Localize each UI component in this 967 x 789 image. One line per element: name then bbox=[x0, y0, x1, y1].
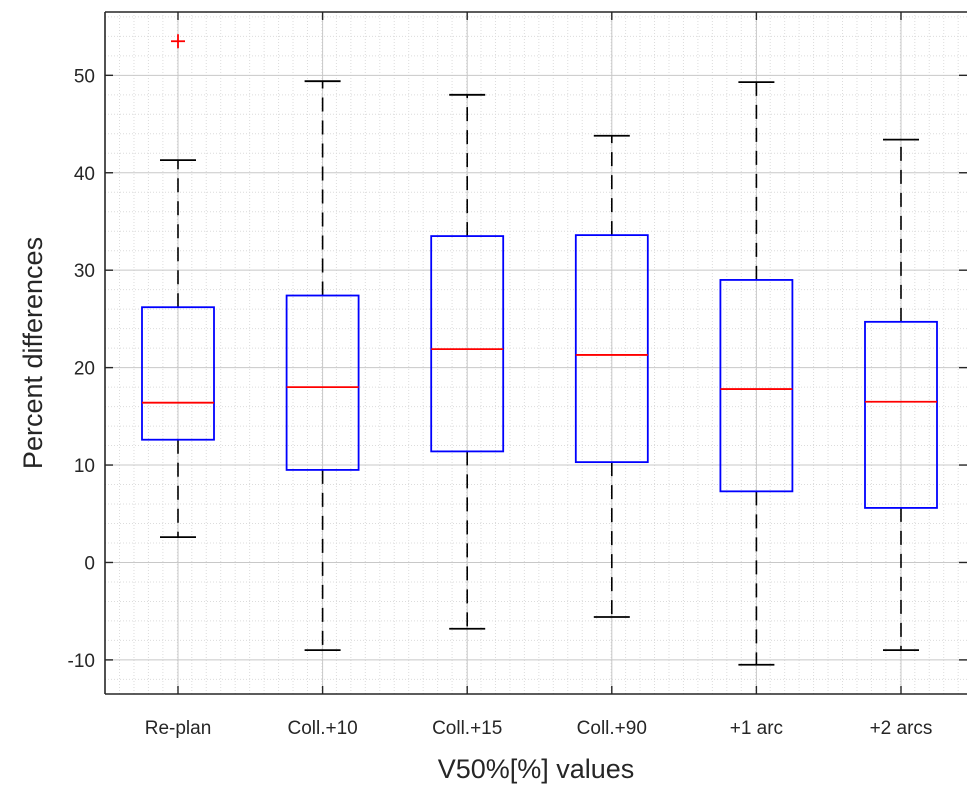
tick-labels: -10 0 10 20 30 40 50 Re-plan Coll.+10 Coll.+15 Col… bbox=[68, 66, 933, 739]
plot-area bbox=[105, 12, 967, 694]
y-axis-label: Percent differences bbox=[18, 237, 48, 469]
iqr-box bbox=[864, 320, 938, 509]
box-4 bbox=[574, 134, 649, 618]
y-tick-label: 50 bbox=[74, 66, 95, 87]
y-tick-label: 10 bbox=[74, 456, 95, 477]
iqr-box bbox=[574, 234, 649, 464]
y-tick-label: 0 bbox=[84, 553, 95, 574]
box-series bbox=[141, 34, 938, 666]
x-axis-label: V50%[%] values bbox=[438, 754, 635, 784]
y-tick-label: -10 bbox=[68, 651, 95, 672]
box-5 bbox=[719, 81, 794, 666]
axes bbox=[104, 11, 967, 695]
x-tick-label: +1 arc bbox=[730, 718, 783, 739]
x-tick-label: Re-plan bbox=[145, 718, 212, 739]
box-1 bbox=[141, 34, 215, 539]
y-tick-label: 30 bbox=[74, 261, 95, 282]
iqr-box bbox=[141, 306, 215, 441]
iqr-box bbox=[285, 294, 360, 471]
y-tick-label: 20 bbox=[74, 359, 95, 380]
outlier-marker bbox=[171, 34, 185, 49]
iqr-box bbox=[430, 235, 505, 453]
box-6 bbox=[864, 138, 938, 652]
y-tick-label: 40 bbox=[74, 164, 95, 185]
x-tick-label: Coll.+90 bbox=[577, 718, 647, 739]
x-tick-label: Coll.+10 bbox=[287, 718, 357, 739]
iqr-box bbox=[719, 279, 794, 493]
x-tick-label: Coll.+15 bbox=[432, 718, 502, 739]
box-3 bbox=[430, 93, 505, 630]
x-tick-label: +2 arcs bbox=[870, 718, 933, 739]
box-2 bbox=[285, 80, 360, 652]
